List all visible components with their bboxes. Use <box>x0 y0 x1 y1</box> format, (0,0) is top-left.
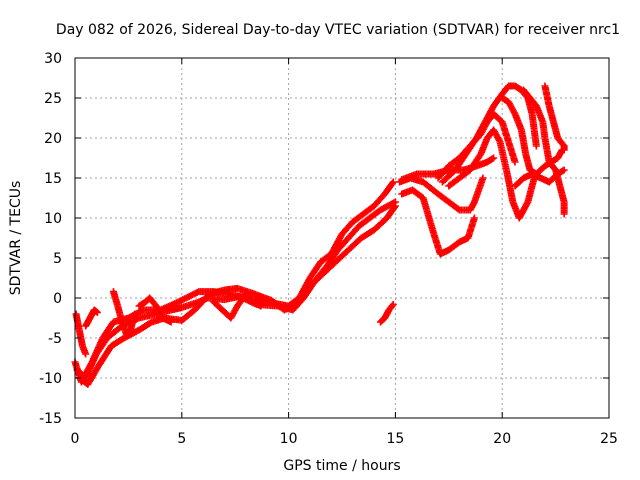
data-point <box>479 174 487 182</box>
series-s4 <box>72 310 90 358</box>
y-tick-label: 15 <box>44 171 62 187</box>
data-point <box>257 302 265 310</box>
data-point <box>82 350 90 358</box>
x-tick-label: 20 <box>493 431 511 447</box>
series-s5 <box>82 306 101 330</box>
y-axis-label: SDTVAR / TECUs <box>8 181 24 296</box>
y-tick-label: 10 <box>44 211 62 227</box>
x-axis-label: GPS time / hours <box>283 458 400 474</box>
y-tick-label: -15 <box>39 411 62 427</box>
data-point <box>495 137 503 144</box>
data-point <box>560 146 568 154</box>
series-s19 <box>511 166 568 190</box>
y-tick-label: 25 <box>44 91 62 107</box>
plot-frame <box>74 57 610 419</box>
data-point <box>560 210 568 218</box>
series-s17 <box>520 86 568 218</box>
chart-title: Day 082 of 2026, Sidereal Day-to-day VTE… <box>56 22 620 38</box>
x-tick-label: 5 <box>177 431 186 447</box>
y-tick-label: -10 <box>39 371 62 387</box>
data-point <box>167 318 175 326</box>
data-point <box>560 166 568 174</box>
axis-ticks: 0 5 10 15 20 25 -15 -10 -5 0 5 10 15 20 25 30 <box>39 51 618 447</box>
series-s9 <box>376 300 397 326</box>
series-s15 <box>445 126 538 222</box>
data-series <box>71 82 568 388</box>
data-point <box>131 310 139 318</box>
series-s1 <box>71 178 397 386</box>
data-point <box>389 178 397 186</box>
series-s13 <box>438 82 540 186</box>
y-tick-label: 0 <box>53 291 62 307</box>
data-point <box>532 142 540 150</box>
y-tick-label: 30 <box>44 51 62 67</box>
data-point <box>470 214 478 222</box>
series-s14 <box>434 110 519 182</box>
data-point <box>511 158 519 166</box>
x-tick-label: 0 <box>71 431 80 447</box>
data-point <box>388 179 396 187</box>
series-s11 <box>398 186 478 258</box>
data-point <box>389 300 397 308</box>
series-s7 <box>135 294 175 326</box>
data-point <box>93 308 101 316</box>
series-s6 <box>109 288 139 338</box>
y-tick-label: -5 <box>48 331 62 347</box>
series-s18 <box>541 82 568 154</box>
data-point <box>391 202 399 210</box>
x-tick-label: 15 <box>386 431 404 447</box>
x-tick-label: 25 <box>600 431 618 447</box>
x-tick-label: 10 <box>280 431 298 447</box>
data-point <box>490 154 498 162</box>
y-tick-label: 5 <box>53 251 62 267</box>
data-point <box>390 203 398 211</box>
data-point <box>388 302 396 310</box>
series-s8 <box>210 290 265 322</box>
y-tick-label: 20 <box>44 131 62 147</box>
series-s3 <box>75 202 399 388</box>
